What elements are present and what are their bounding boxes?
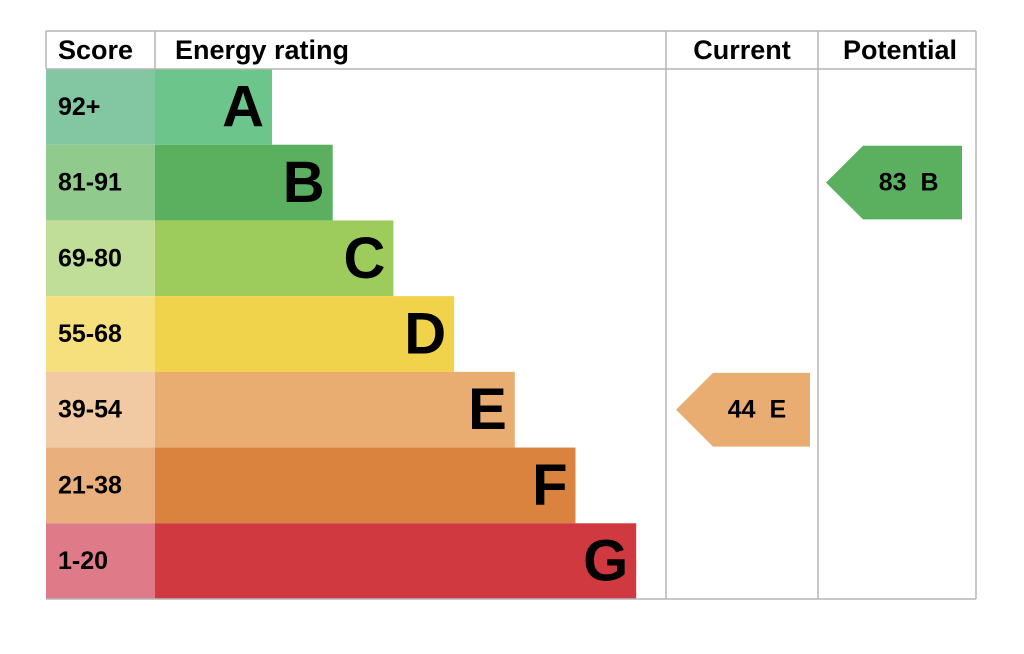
- rating-letter: G: [583, 529, 628, 594]
- score-cell: [46, 69, 155, 145]
- potential-header: Potential: [843, 35, 957, 65]
- score-label: 39-54: [58, 396, 122, 424]
- score-label: 92+: [58, 93, 100, 121]
- score-label: 81-91: [58, 169, 122, 197]
- rating-header: Energy rating: [175, 35, 349, 65]
- rating-letter: D: [404, 302, 446, 367]
- rating-bar: [155, 523, 637, 599]
- score-header: Score: [58, 35, 133, 65]
- rating-letter: C: [344, 226, 386, 291]
- score-cell: [46, 523, 155, 599]
- rating-bar: [155, 296, 455, 372]
- rating-letter: F: [532, 453, 567, 518]
- score-label: 55-68: [58, 320, 122, 348]
- rating-bar: [155, 447, 576, 524]
- rating-bar: [155, 69, 272, 145]
- rating-bar: [155, 371, 515, 448]
- potential-arrow: [826, 145, 962, 220]
- current-header: Current: [693, 35, 791, 65]
- score-cell: [46, 296, 155, 372]
- score-label: 69-80: [58, 244, 122, 272]
- current-letter: E: [770, 396, 787, 424]
- current-arrow: [676, 372, 810, 447]
- score-cell: [46, 447, 155, 524]
- potential-value: 83: [879, 169, 907, 197]
- score-label: 21-38: [58, 471, 122, 499]
- rating-bar: [155, 144, 333, 221]
- rating-letter: E: [468, 377, 507, 442]
- score-cell: [46, 220, 155, 297]
- potential-letter: B: [921, 169, 939, 197]
- rating-bar: [155, 220, 394, 297]
- rating-letter: B: [283, 150, 325, 215]
- score-label: 1-20: [58, 547, 108, 575]
- rating-letter: A: [222, 74, 264, 139]
- current-value: 44: [728, 396, 756, 424]
- score-cell: [46, 144, 155, 221]
- score-cell: [46, 371, 155, 448]
